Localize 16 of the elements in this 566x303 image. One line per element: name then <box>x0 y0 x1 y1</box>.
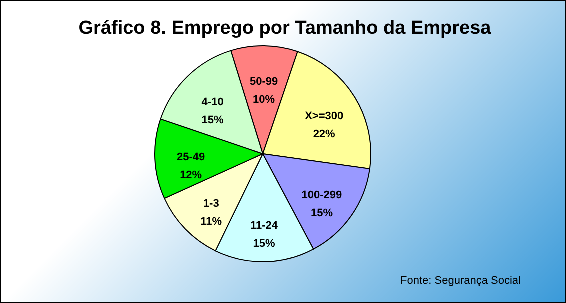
slice-label: X>=300 <box>305 110 344 122</box>
data-label: 15% <box>310 207 334 220</box>
slice-label: 1-3 <box>203 198 220 210</box>
slice-label: 100-299 <box>302 189 342 202</box>
data-label: 11% <box>200 216 222 228</box>
slice-label: 4-10 <box>202 96 224 108</box>
source-note: Fonte: Segurança Social <box>400 275 521 287</box>
data-label: 12% <box>180 170 202 182</box>
slice-label: 11-24 <box>250 220 279 232</box>
slice-label: 25-49 <box>177 152 206 164</box>
slice-label: 50-99 <box>250 76 278 88</box>
data-label: 10% <box>253 94 276 106</box>
chart-title: Gráfico 8. Emprego por Tamanho da Empresa <box>78 18 492 39</box>
data-label: 15% <box>202 114 224 126</box>
data-label: 15% <box>253 238 276 250</box>
data-label: 22% <box>313 128 336 140</box>
